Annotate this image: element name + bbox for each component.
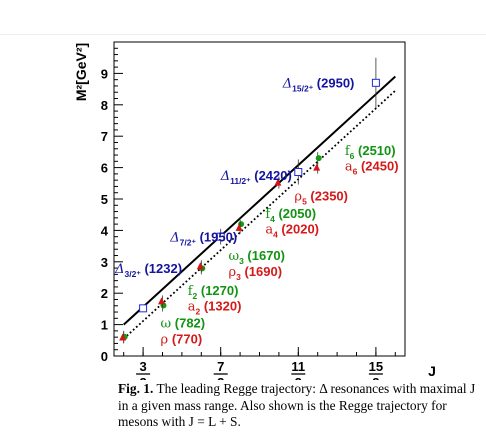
y-tick-label: 0 — [101, 349, 108, 364]
resonance-label: ρ3 (1690) — [228, 264, 282, 282]
regge-trajectory-line-dotted — [123, 90, 396, 340]
x-tick-numerator: 3 — [139, 359, 146, 374]
resonance-label: ω3 (1670) — [228, 248, 285, 266]
caption-text: The leading Regge trajectory: Δ resonanc… — [118, 381, 476, 429]
isovector-meson-point — [196, 262, 204, 270]
y-tick-label: 4 — [101, 223, 109, 238]
y-axis-title: M²[GeV²] — [73, 43, 89, 101]
resonance-label: Δ7/2⁺ (1950) — [169, 229, 237, 247]
x-tick-numerator: 11 — [291, 359, 305, 374]
resonance-label: f6 (2510) — [345, 143, 396, 161]
x-tick-denominator: 2 — [372, 375, 379, 380]
isovector-meson-point — [235, 223, 243, 231]
x-axis-title: J — [428, 363, 436, 379]
delta-resonance-point — [216, 232, 225, 241]
plot-frame — [113, 41, 406, 357]
resonance-label: a4 (2020) — [265, 222, 319, 240]
regge-trajectory-chart: 01234567893272112152 Δ15/2⁺ (2950)Δ11/2⁺… — [73, 41, 436, 380]
delta-resonance-point — [294, 167, 303, 176]
x-tick-denominator: 2 — [295, 375, 302, 380]
isovector-meson-point — [313, 163, 321, 171]
resonance-label: f2 (1270) — [188, 283, 239, 301]
y-tick-label: 8 — [101, 98, 108, 113]
resonance-label: a6 (2450) — [345, 159, 399, 177]
x-tick-numerator: 15 — [369, 359, 383, 374]
delta-resonance-point — [371, 78, 380, 87]
delta-resonance-point — [139, 304, 148, 313]
x-tick-numerator: 7 — [217, 359, 224, 374]
y-tick-label: 5 — [101, 192, 108, 207]
resonance-label: Δ3/2⁺ (1232) — [114, 261, 182, 279]
x-tick-denominator: 2 — [217, 375, 224, 380]
isovector-meson-point — [158, 297, 165, 305]
figure-caption: Fig. 1. The leading Regge trajectory: Δ … — [118, 381, 480, 431]
resonance-label: ω (782) — [161, 316, 206, 332]
top-divider — [0, 34, 486, 35]
y-tick-label: 3 — [101, 255, 108, 270]
resonance-label: f4 (2050) — [265, 206, 316, 224]
resonance-label: Δ15/2⁺ (2950) — [282, 76, 355, 94]
resonance-label: ρ5 (2350) — [294, 189, 348, 207]
y-tick-label: 1 — [101, 318, 108, 333]
resonance-label: a2 (1320) — [188, 298, 242, 316]
y-tick-label: 9 — [101, 66, 108, 81]
caption-figure-label: Fig. 1. — [118, 381, 154, 396]
x-tick-denominator: 2 — [139, 375, 146, 380]
y-tick-label: 2 — [101, 286, 108, 301]
regge-trajectory-line-solid — [123, 75, 396, 326]
resonance-label: ρ (770) — [161, 331, 203, 347]
y-tick-label: 7 — [101, 129, 108, 144]
y-tick-label: 6 — [101, 161, 108, 176]
resonance-label: Δ11/2⁺ (2420) — [220, 168, 292, 186]
isovector-meson-point — [119, 333, 127, 341]
isoscalar-meson-point — [315, 155, 322, 162]
isovector-meson-point — [274, 178, 282, 186]
